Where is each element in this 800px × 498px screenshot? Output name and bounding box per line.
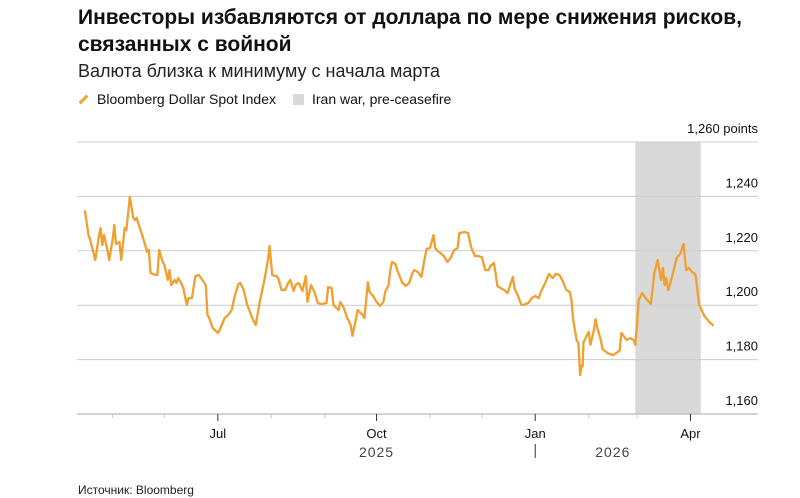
y-tick-label: 1,180	[725, 339, 758, 354]
y-tick-label: 1,260 points	[687, 121, 758, 136]
x-year-label: 2026	[595, 444, 630, 460]
x-tick-label: Oct	[366, 426, 387, 441]
legend: Bloomberg Dollar Spot Index Iran war, pr…	[78, 91, 468, 107]
x-tick-label: Apr	[680, 426, 701, 441]
y-tick-label: 1,160	[725, 393, 758, 408]
x-tick-label: Jan	[525, 426, 546, 441]
chart-title: Инвесторы избавляются от доллара по мере…	[78, 6, 742, 56]
x-tick-label: Jul	[210, 426, 227, 441]
source-note: Источник: Bloomberg	[78, 483, 194, 497]
legend-label-war: Iran war, pre-ceasefire	[312, 91, 452, 107]
legend-label-index: Bloomberg Dollar Spot Index	[97, 91, 276, 107]
chart-subtitle: Валюта близка к минимуму с начала марта	[78, 61, 441, 81]
y-tick-label: 1,200	[725, 284, 758, 299]
legend-item-war: Iran war, pre-ceasefire	[293, 91, 451, 107]
legend-item-index: Bloomberg Dollar Spot Index	[78, 91, 276, 107]
x-year-label: 2025	[359, 444, 394, 460]
series-line-dollar-index	[83, 195, 715, 377]
shaded-region-iran-war	[635, 142, 701, 414]
y-tick-label: 1,240	[725, 175, 758, 190]
legend-shade-icon	[293, 93, 304, 105]
y-tick-label: 1,220	[725, 230, 758, 245]
